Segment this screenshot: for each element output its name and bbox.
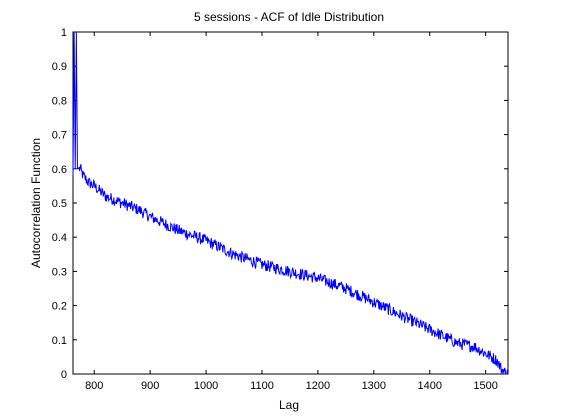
y-tick-label: 0.3 [52,266,67,278]
y-tick-label: 1 [61,27,67,39]
plot-area: 800 900 1000 1100 1200 1300 1400 1500 0 0.1 0.2 0.3… [52,27,509,392]
tick-labels: 800 900 1000 1100 1200 1300 1400 1500 0 0.1 0.2 0.3… [52,27,498,392]
x-tick-label: 900 [141,380,159,392]
x-axis-label: Lag [279,398,299,412]
x-tick-label: 1200 [306,380,330,392]
y-tick-label: 0.6 [52,164,67,176]
y-tick-label: 0.4 [52,232,67,244]
y-tick-label: 0.9 [52,61,67,73]
x-tick-label: 1500 [473,380,497,392]
y-tick-label: 0.7 [52,130,67,142]
axes-box [72,31,509,375]
x-tick-label: 1000 [194,380,218,392]
y-tick-label: 0.8 [52,95,67,107]
chart-title: 5 sessions - ACF of Idle Distribution [194,10,384,24]
y-tick-label: 0.1 [52,335,67,347]
x-tick-label: 800 [85,380,103,392]
acf-series-line [72,31,509,375]
y-tick-label: 0.5 [52,198,67,210]
y-tick-label: 0 [61,369,67,381]
x-tick-label: 1100 [250,380,274,392]
y-tick-label: 0.2 [52,301,67,313]
x-tick-label: 1400 [417,380,441,392]
x-tick-label: 1300 [362,380,386,392]
y-axis-label: Autocorrelation Function [29,138,43,268]
